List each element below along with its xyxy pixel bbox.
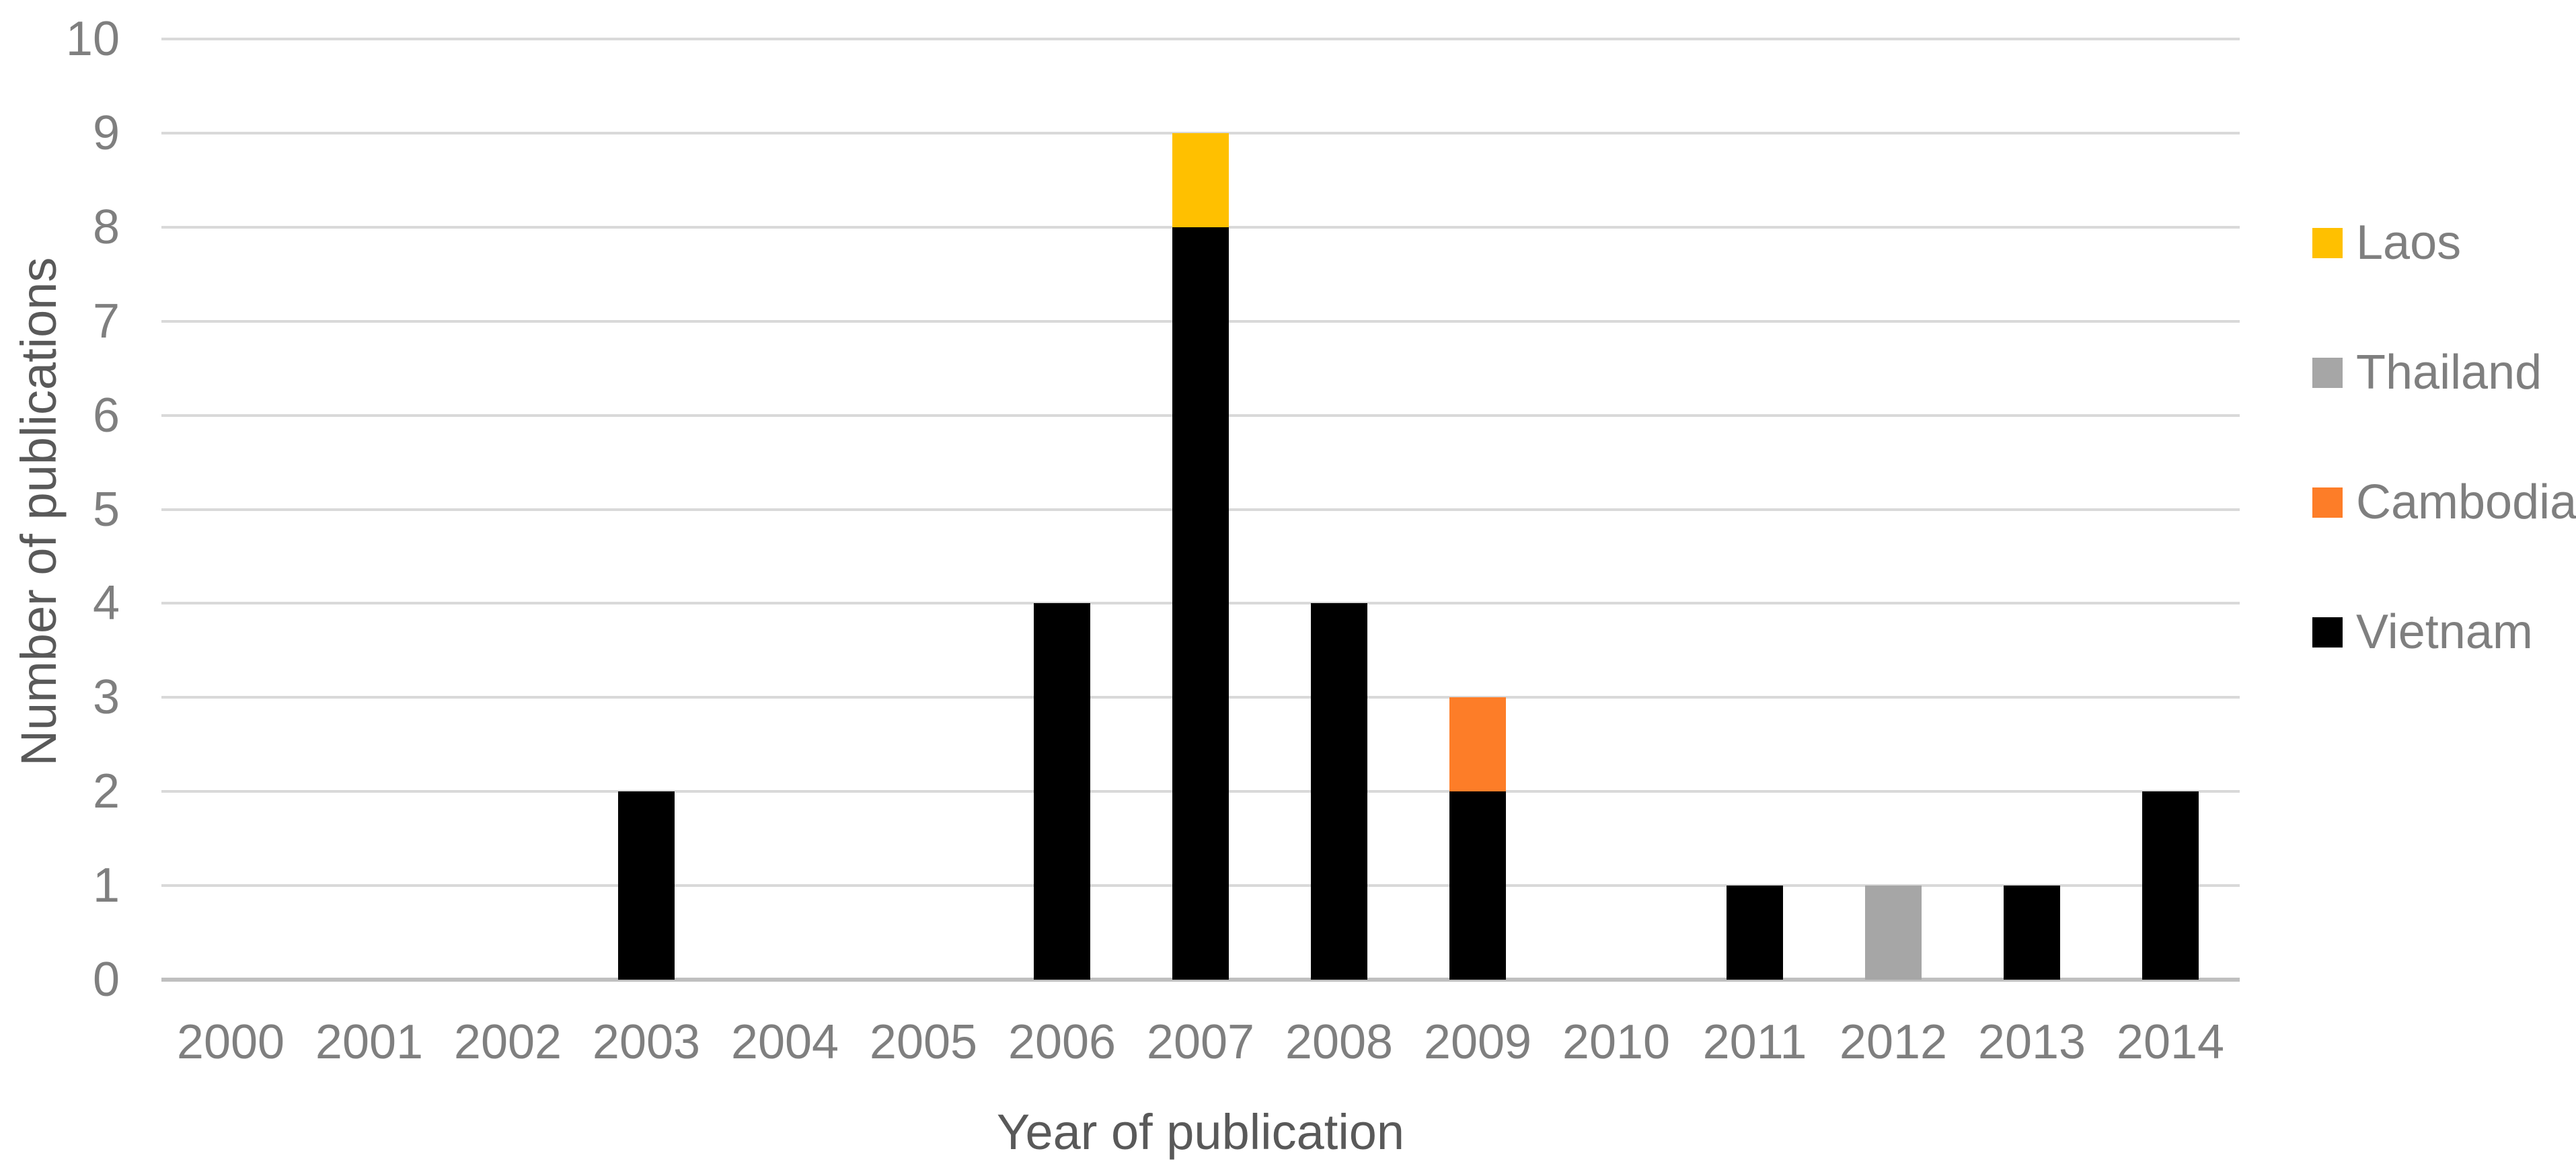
bar-stack — [2142, 791, 2199, 980]
y-axis-tick-label: 4 — [92, 576, 120, 631]
bar-segment-laos — [1172, 132, 1229, 227]
legend-item-laos: Laos — [2312, 212, 2461, 273]
y-axis-tick-label: 9 — [92, 106, 120, 160]
bar-column — [854, 39, 993, 980]
y-axis-tick-label: 2 — [92, 765, 120, 819]
gridline — [161, 38, 2240, 40]
legend-swatch-icon — [2312, 617, 2343, 648]
x-axis-tick-label: 2009 — [1423, 1015, 1532, 1069]
bar-stack — [1449, 697, 1506, 980]
x-axis-tick-label: 2002 — [453, 1015, 562, 1069]
bar-column — [2101, 39, 2240, 980]
x-axis-tick-label: 2005 — [869, 1015, 978, 1069]
bar-column — [1963, 39, 2101, 980]
bar-column — [716, 39, 854, 980]
bar-segment-vietnam — [2004, 886, 2060, 980]
bar-stack — [1311, 603, 1367, 980]
bar-column — [1270, 39, 1408, 980]
legend-label: Laos — [2356, 216, 2462, 270]
bar-segment-thailand — [1865, 886, 1922, 980]
y-axis-tick-label: 7 — [92, 294, 120, 348]
legend-swatch-icon — [2312, 357, 2343, 388]
y-axis-tick-label: 5 — [92, 482, 120, 537]
y-axis-tick-label: 10 — [65, 12, 120, 66]
bar-column — [1824, 39, 1963, 980]
bar-stack — [1172, 132, 1229, 980]
x-axis-tick-label: 2010 — [1562, 1015, 1671, 1069]
legend-label: Vietnam — [2356, 605, 2533, 659]
bar-stack — [1727, 886, 1783, 980]
bar-column — [1408, 39, 1547, 980]
x-axis-tick-label: 2000 — [176, 1015, 285, 1069]
gridline — [161, 131, 2240, 134]
legend-swatch-icon — [2312, 227, 2343, 258]
x-axis-tick-label: 2006 — [1008, 1015, 1116, 1069]
x-axis-title: Year of publication — [996, 1104, 1405, 1160]
bar-segment-vietnam — [1727, 886, 1783, 980]
x-axis-tick-label: 2012 — [1839, 1015, 1948, 1069]
y-axis-tick-label: 8 — [92, 200, 120, 254]
legend-item-cambodia: Cambodia — [2312, 472, 2576, 533]
y-axis-tick-label: 3 — [92, 670, 120, 725]
x-axis-tick-label: 2014 — [2116, 1015, 2225, 1069]
x-axis-tick-label: 2004 — [730, 1015, 839, 1069]
legend-item-thailand: Thailand — [2312, 342, 2542, 403]
x-axis-line — [161, 978, 2240, 982]
bar-stack — [1034, 603, 1090, 980]
x-axis-tick-label: 2013 — [1977, 1015, 2086, 1069]
bar-segment-cambodia — [1449, 697, 1506, 792]
bar-segment-vietnam — [2142, 791, 2199, 980]
x-axis-tick-label: 2008 — [1285, 1015, 1394, 1069]
bar-segment-vietnam — [1034, 603, 1090, 980]
legend-label: Cambodia — [2356, 475, 2576, 529]
bar-stack — [1865, 886, 1922, 980]
y-axis-tick-label: 1 — [92, 859, 120, 913]
bar-segment-vietnam — [1311, 603, 1367, 980]
y-axis-tick-label: 6 — [92, 388, 120, 442]
bar-column — [577, 39, 716, 980]
bar-column — [993, 39, 1131, 980]
legend-label: Thailand — [2356, 346, 2542, 399]
bar-column — [161, 39, 300, 980]
x-axis-tick-label: 2001 — [315, 1015, 424, 1069]
bar-stack — [2004, 886, 2060, 980]
bar-stack — [618, 791, 675, 980]
bar-column — [300, 39, 439, 980]
bar-column — [1547, 39, 1685, 980]
x-axis-tick-label: 2003 — [592, 1015, 701, 1069]
bar-segment-vietnam — [1449, 791, 1506, 980]
x-axis-tick-label: 2007 — [1146, 1015, 1255, 1069]
x-axis-tick-label: 2011 — [1702, 1015, 1807, 1069]
bar-segment-vietnam — [618, 791, 675, 980]
legend-swatch-icon — [2312, 487, 2343, 518]
legend-item-vietnam: Vietnam — [2312, 602, 2533, 662]
bar-column — [1685, 39, 1824, 980]
y-axis-tick-label: 0 — [92, 953, 120, 1007]
plot-area — [161, 38, 2240, 982]
bar-column — [1131, 39, 1270, 980]
bar-segment-vietnam — [1172, 227, 1229, 980]
bar-column — [439, 39, 577, 980]
